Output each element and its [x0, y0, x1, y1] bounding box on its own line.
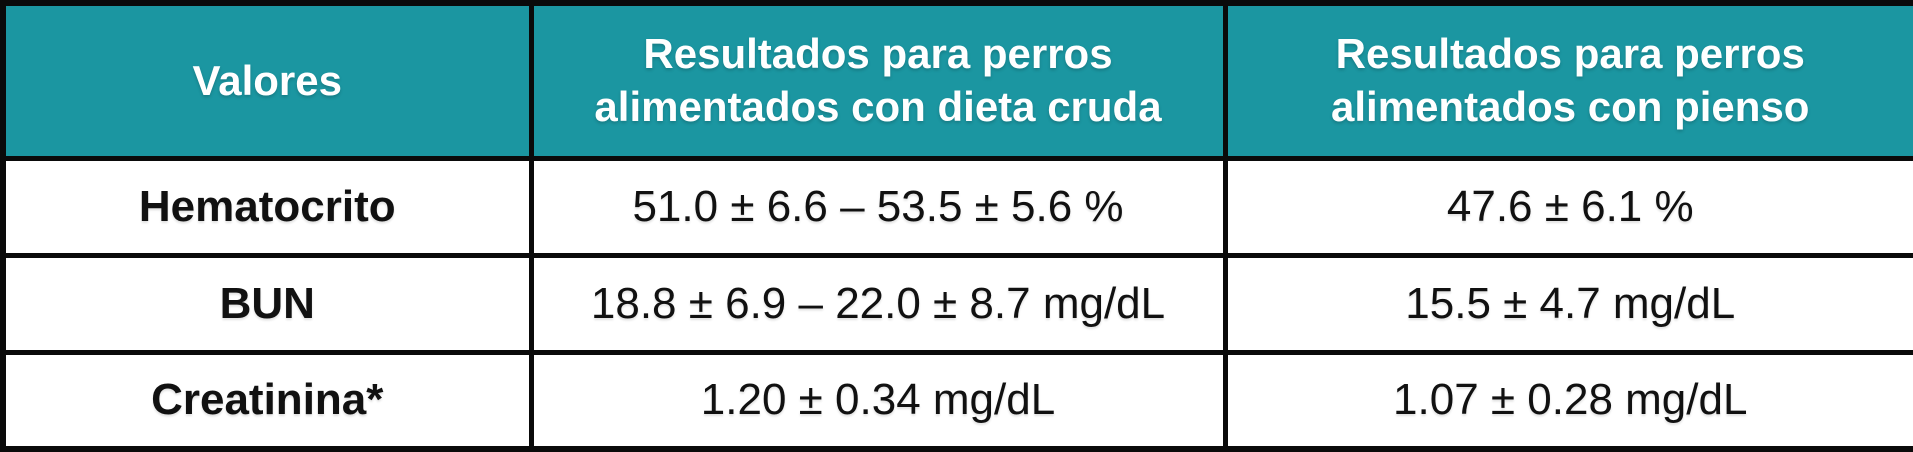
header-row: Valores Resultados para perros alimentad…: [0, 0, 1913, 161]
header-cell-pienso: Resultados para perros alimentados con p…: [1222, 0, 1913, 161]
cell-hematocrito-dieta-cruda: 51.0 ± 6.6 – 53.5 ± 5.6 %: [528, 155, 1228, 258]
table-row-hematocrito: Hematocrito 51.0 ± 6.6 – 53.5 ± 5.6 % 47…: [0, 155, 1913, 258]
cell-creatinina-pienso: 1.07 ± 0.28 mg/dL: [1222, 349, 1913, 452]
header-cell-valores: Valores: [0, 0, 534, 161]
table-row-creatinina: Creatinina* 1.20 ± 0.34 mg/dL 1.07 ± 0.2…: [0, 349, 1913, 452]
header-cell-dieta-cruda: Resultados para perros alimentados con d…: [528, 0, 1228, 161]
table-row-bun: BUN 18.8 ± 6.9 – 22.0 ± 8.7 mg/dL 15.5 ±…: [0, 252, 1913, 355]
cell-hematocrito-pienso: 47.6 ± 6.1 %: [1222, 155, 1913, 258]
cell-bun-pienso: 15.5 ± 4.7 mg/dL: [1222, 252, 1913, 355]
row-label-creatinina: Creatinina*: [0, 349, 534, 452]
row-label-bun: BUN: [0, 252, 534, 355]
cell-creatinina-dieta-cruda: 1.20 ± 0.34 mg/dL: [528, 349, 1228, 452]
cell-bun-dieta-cruda: 18.8 ± 6.9 – 22.0 ± 8.7 mg/dL: [528, 252, 1228, 355]
row-label-hematocrito: Hematocrito: [0, 155, 534, 258]
